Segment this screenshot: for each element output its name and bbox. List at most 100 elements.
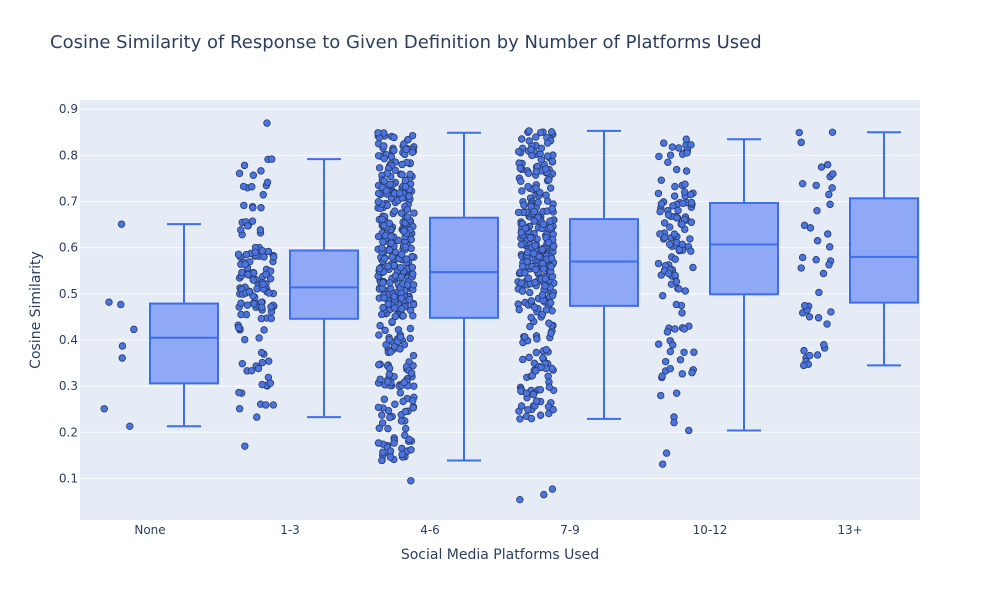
data-point[interactable] (823, 160, 832, 169)
data-point[interactable] (408, 148, 417, 156)
data-point[interactable] (670, 418, 678, 427)
data-point[interactable] (542, 165, 550, 173)
data-point[interactable] (382, 187, 391, 195)
data-point[interactable] (409, 300, 418, 309)
data-point[interactable] (520, 201, 528, 209)
data-point[interactable] (538, 310, 547, 319)
data-point[interactable] (657, 176, 666, 184)
data-point[interactable] (664, 269, 673, 278)
data-point[interactable] (385, 219, 394, 228)
data-point[interactable] (516, 415, 524, 423)
data-point[interactable] (390, 146, 398, 155)
data-point[interactable] (234, 324, 243, 332)
data-point[interactable] (374, 232, 383, 241)
data-point[interactable] (797, 138, 805, 147)
data-point[interactable] (380, 294, 388, 302)
data-point[interactable] (255, 334, 263, 342)
data-point[interactable] (242, 250, 251, 259)
data-point[interactable] (391, 400, 399, 408)
data-point[interactable] (682, 167, 691, 175)
data-point[interactable] (678, 370, 687, 378)
data-point[interactable] (664, 211, 673, 219)
data-point[interactable] (532, 167, 540, 176)
data-point[interactable] (380, 177, 388, 185)
data-point[interactable] (661, 233, 669, 242)
data-point[interactable] (374, 129, 382, 137)
data-point[interactable] (381, 254, 389, 263)
data-point[interactable] (378, 419, 387, 427)
data-point[interactable] (515, 305, 523, 314)
data-point[interactable] (524, 406, 532, 414)
data-point[interactable] (235, 405, 244, 413)
data-point[interactable] (828, 128, 837, 137)
data-point[interactable] (678, 309, 686, 317)
data-point[interactable] (388, 318, 396, 326)
data-point[interactable] (126, 422, 134, 431)
data-point[interactable] (249, 276, 257, 284)
data-point[interactable] (374, 403, 383, 412)
data-point[interactable] (263, 178, 272, 187)
data-point[interactable] (687, 247, 695, 255)
data-point[interactable] (380, 395, 389, 403)
data-point[interactable] (375, 264, 384, 273)
data-point[interactable] (254, 364, 263, 373)
data-point[interactable] (518, 187, 526, 195)
data-point[interactable] (687, 190, 695, 199)
data-point[interactable] (516, 495, 524, 504)
data-point[interactable] (527, 297, 536, 305)
data-point[interactable] (516, 164, 524, 172)
data-point[interactable] (547, 262, 555, 271)
data-point[interactable] (660, 139, 668, 147)
data-point[interactable] (527, 313, 535, 322)
data-point[interactable] (514, 208, 523, 217)
data-point[interactable] (690, 348, 698, 356)
data-point[interactable] (687, 218, 696, 226)
data-point[interactable] (258, 303, 266, 312)
data-point[interactable] (402, 424, 410, 433)
data-point[interactable] (379, 448, 387, 456)
data-point[interactable] (386, 413, 394, 422)
data-point[interactable] (390, 292, 398, 301)
data-point[interactable] (514, 147, 523, 156)
data-point[interactable] (257, 204, 265, 212)
data-point[interactable] (536, 411, 545, 419)
data-point[interactable] (672, 165, 681, 174)
data-point[interactable] (672, 389, 681, 397)
data-point[interactable] (536, 386, 545, 394)
data-point[interactable] (384, 262, 392, 271)
data-point[interactable] (549, 405, 557, 414)
data-point[interactable] (530, 207, 538, 216)
data-point[interactable] (689, 263, 697, 272)
data-point[interactable] (379, 238, 387, 246)
data-point[interactable] (249, 204, 257, 212)
data-point[interactable] (543, 152, 552, 160)
data-point[interactable] (404, 135, 412, 144)
data-point[interactable] (546, 184, 555, 192)
data-point[interactable] (675, 285, 683, 293)
data-point[interactable] (544, 238, 553, 247)
data-point[interactable] (517, 177, 525, 185)
data-point[interactable] (378, 244, 386, 252)
data-point[interactable] (680, 348, 688, 356)
data-point[interactable] (250, 300, 258, 308)
data-point[interactable] (532, 397, 541, 405)
data-point[interactable] (670, 192, 679, 200)
data-point[interactable] (405, 192, 413, 200)
data-point[interactable] (671, 325, 679, 333)
data-point[interactable] (378, 456, 386, 465)
data-point[interactable] (258, 247, 267, 255)
data-point[interactable] (813, 206, 821, 215)
data-point[interactable] (658, 291, 667, 300)
data-point[interactable] (130, 325, 138, 334)
data-point[interactable] (527, 414, 536, 423)
data-point[interactable] (524, 169, 533, 177)
data-point[interactable] (546, 223, 555, 232)
data-point[interactable] (406, 324, 415, 333)
data-point[interactable] (539, 220, 548, 229)
data-point[interactable] (827, 308, 835, 316)
data-point[interactable] (235, 169, 244, 178)
box-iqr[interactable] (289, 249, 359, 320)
data-point[interactable] (248, 183, 256, 191)
data-point[interactable] (813, 236, 822, 245)
data-point[interactable] (547, 128, 556, 136)
